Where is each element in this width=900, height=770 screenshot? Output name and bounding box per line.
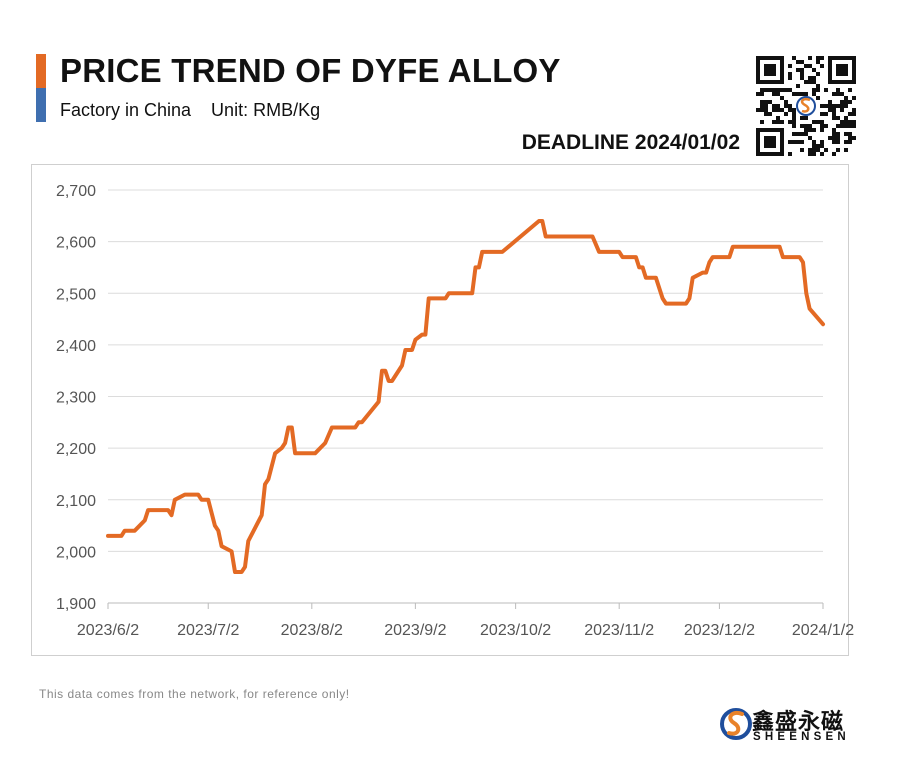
x-tick-label: 2023/12/2 <box>684 622 755 639</box>
data-disclaimer: This data comes from the network, for re… <box>39 687 350 701</box>
x-tick-label: 2023/10/2 <box>480 622 551 639</box>
brand-chinese-name: 鑫盛永磁 <box>752 709 845 734</box>
chart-title: PRICE TREND OF DYFE ALLOY <box>60 52 561 89</box>
x-tick-label: 2023/9/2 <box>384 622 446 639</box>
y-tick-label: 1,900 <box>56 596 96 613</box>
x-tick-label: 2023/8/2 <box>281 622 343 639</box>
y-tick-label: 2,700 <box>56 183 96 200</box>
y-tick-label: 2,600 <box>56 235 96 252</box>
sheensen-logo-icon <box>720 708 752 740</box>
brand-english-name: SHEENSEN <box>753 731 850 743</box>
y-tick-label: 2,000 <box>56 544 96 561</box>
qr-code-icon[interactable] <box>756 56 856 156</box>
price-series-line <box>106 219 825 574</box>
chart-subtitle: Factory in China Unit: RMB/Kg <box>60 100 321 120</box>
price-line-chart: 1,900 2,000 2,100 2,200 2,300 2,400 2,500 2,600… <box>56 183 854 639</box>
x-tick-label: 2023/7/2 <box>177 622 239 639</box>
chart-frame <box>31 164 849 656</box>
title-accent-bar <box>36 54 46 122</box>
y-tick-label: 2,500 <box>56 286 96 303</box>
x-tick-label: 2024/1/2 <box>792 622 854 639</box>
y-tick-label: 2,300 <box>56 390 96 407</box>
y-tick-label: 2,100 <box>56 493 96 510</box>
y-tick-label: 2,200 <box>56 441 96 458</box>
x-tick-label: 2023/11/2 <box>584 622 654 639</box>
deadline-label: DEADLINE 2024/01/02 <box>521 131 740 154</box>
x-tick-label: 2023/6/2 <box>77 622 139 639</box>
y-tick-label: 2,400 <box>56 338 96 355</box>
